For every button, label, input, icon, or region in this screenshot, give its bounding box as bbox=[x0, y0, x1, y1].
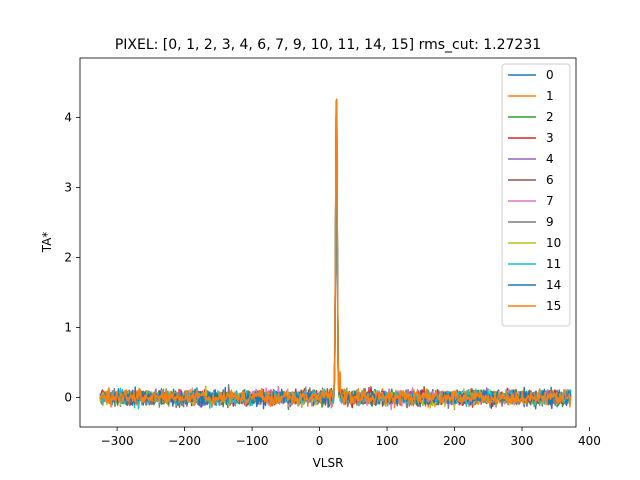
y-tick-label: 1 bbox=[64, 321, 72, 335]
legend-label-15: 15 bbox=[546, 299, 561, 313]
legend-label-2: 2 bbox=[546, 110, 554, 124]
x-tick-label: 100 bbox=[376, 434, 399, 448]
y-axis-ticks: 0 1 2 3 4 bbox=[64, 111, 80, 405]
plot-area bbox=[99, 98, 572, 411]
x-tick-label: 300 bbox=[511, 434, 534, 448]
y-axis-label: TA* bbox=[40, 232, 54, 254]
y-tick-label: 4 bbox=[64, 111, 72, 125]
x-axis-label: VLSR bbox=[313, 456, 344, 470]
legend-label-14: 14 bbox=[546, 278, 561, 292]
x-tick-label: −200 bbox=[168, 434, 201, 448]
x-axis-ticks: −300 −200 −100 0 100 200 300 400 bbox=[101, 427, 601, 448]
x-tick-label: −300 bbox=[101, 434, 134, 448]
y-tick-label: 2 bbox=[64, 251, 72, 265]
legend-box bbox=[501, 63, 571, 327]
x-tick-label: 400 bbox=[578, 434, 601, 448]
x-tick-label: 0 bbox=[316, 434, 324, 448]
x-tick-label: 200 bbox=[443, 434, 466, 448]
legend-label-0: 0 bbox=[546, 68, 554, 82]
legend-label-3: 3 bbox=[546, 131, 554, 145]
series-group bbox=[99, 98, 572, 411]
legend-label-6: 6 bbox=[546, 173, 554, 187]
legend-label-7: 7 bbox=[546, 194, 554, 208]
y-tick-label: 0 bbox=[64, 391, 72, 405]
legend-label-1: 1 bbox=[546, 89, 554, 103]
legend: 0 1 2 3 4 6 7 9 10 11 14 15 bbox=[501, 63, 571, 327]
legend-label-10: 10 bbox=[546, 236, 561, 250]
plot-frame bbox=[79, 57, 577, 428]
x-tick-label: −100 bbox=[236, 434, 269, 448]
y-tick-label: 3 bbox=[64, 181, 72, 195]
chart-title: PIXEL: [0, 1, 2, 3, 4, 6, 7, 9, 10, 11, … bbox=[115, 37, 541, 53]
legend-label-4: 4 bbox=[546, 152, 554, 166]
legend-label-11: 11 bbox=[546, 257, 561, 271]
series-line-15 bbox=[99, 98, 572, 408]
legend-label-9: 9 bbox=[546, 215, 554, 229]
